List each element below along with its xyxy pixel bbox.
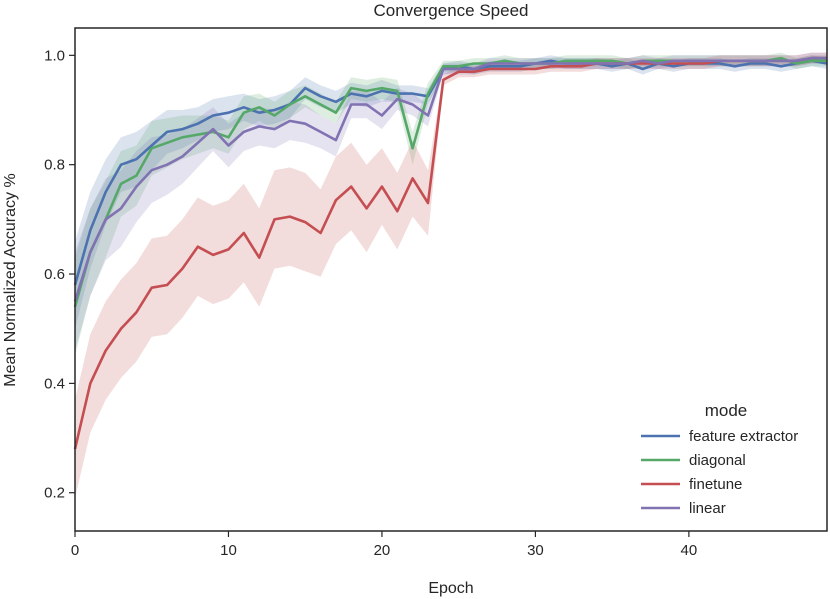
legend-label-feature-extractor: feature extractor: [689, 428, 798, 445]
chart-title: Convergence Speed: [373, 1, 528, 20]
y-axis-ticks: 0.2 0.4 0.6 0.8 1.0: [44, 47, 75, 502]
legend-label-linear: linear: [689, 500, 726, 517]
x-axis-label: Epoch: [428, 580, 473, 597]
x-axis-ticks: 0 10 20 30 40: [71, 531, 697, 559]
y-tick-label: 0.2: [44, 485, 65, 502]
band-diagonal: [75, 52, 827, 356]
y-tick-label: 0.4: [44, 375, 65, 392]
legend: mode feature extractor diagonal finetune li…: [641, 401, 798, 517]
x-tick-label: 20: [374, 542, 391, 559]
y-tick-label: 0.8: [44, 157, 65, 174]
y-axis-label: Mean Normalized Accuracy %: [2, 173, 19, 386]
x-tick-label: 40: [681, 542, 698, 559]
band-feature-extractor: [75, 55, 827, 329]
plot-frame: [74, 27, 828, 532]
legend-label-finetune: finetune: [689, 476, 742, 493]
band-finetune: [75, 52, 827, 499]
legend-title: mode: [705, 401, 748, 420]
y-tick-label: 1.0: [44, 47, 65, 64]
y-tick-label: 0.6: [44, 266, 65, 283]
x-tick-label: 30: [527, 542, 544, 559]
legend-label-diagonal: diagonal: [689, 452, 746, 469]
line-linear: [73, 56, 827, 302]
series-lines: [73, 56, 828, 450]
x-tick-label: 0: [71, 542, 79, 559]
x-tick-label: 10: [220, 542, 237, 559]
line-finetune: [73, 56, 827, 450]
